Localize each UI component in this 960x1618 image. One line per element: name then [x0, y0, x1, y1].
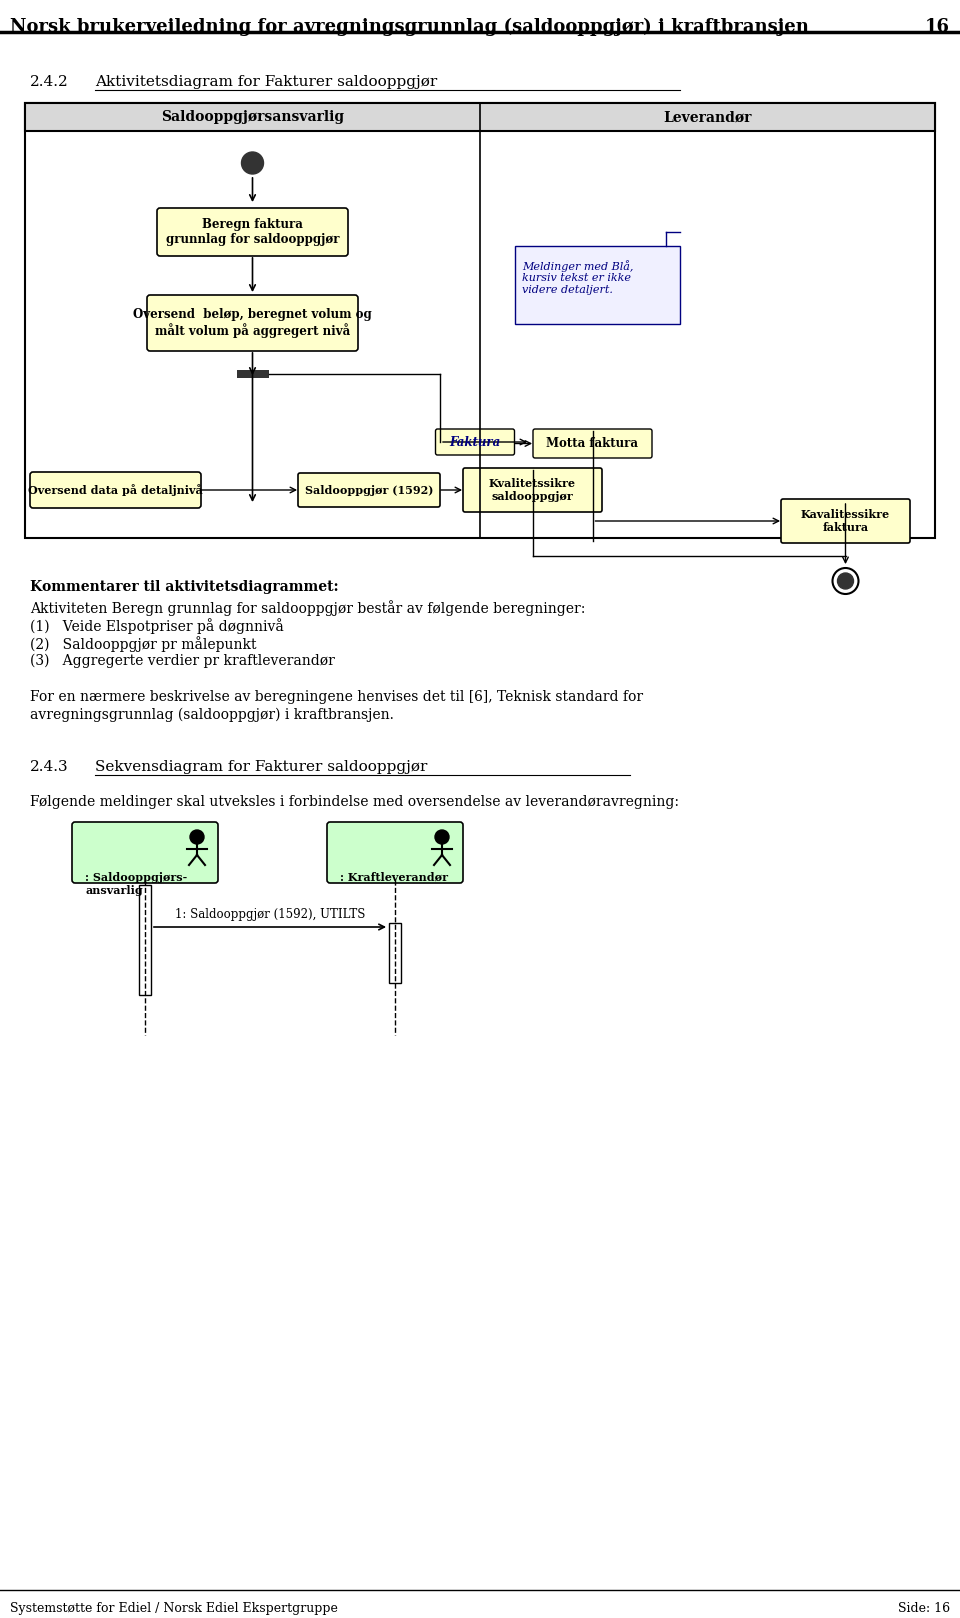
- Text: (3)   Aggregerte verdier pr kraftleverandør: (3) Aggregerte verdier pr kraftleverandø…: [30, 654, 335, 668]
- Text: Oversend  beløp, beregnet volum og
målt volum på aggregert nivå: Oversend beløp, beregnet volum og målt v…: [133, 307, 372, 338]
- Text: Leverandør: Leverandør: [663, 110, 752, 125]
- Circle shape: [837, 573, 853, 589]
- Text: Oversend data på detaljnivå: Oversend data på detaljnivå: [28, 484, 203, 497]
- FancyBboxPatch shape: [298, 472, 440, 506]
- Text: Sekvensdiagram for Fakturer saldooppgjør: Sekvensdiagram for Fakturer saldooppgjør: [95, 760, 427, 773]
- FancyBboxPatch shape: [157, 209, 348, 256]
- FancyBboxPatch shape: [147, 294, 358, 351]
- Text: Saldooppgjørsansvarlig: Saldooppgjørsansvarlig: [161, 110, 344, 125]
- Text: Faktura: Faktura: [449, 435, 500, 448]
- Text: Saldooppgjør (1592): Saldooppgjør (1592): [305, 484, 433, 495]
- FancyBboxPatch shape: [436, 429, 515, 455]
- FancyBboxPatch shape: [781, 498, 910, 544]
- Text: Systemstøtte for Ediel / Norsk Ediel Ekspertgruppe: Systemstøtte for Ediel / Norsk Ediel Eks…: [10, 1602, 338, 1615]
- FancyBboxPatch shape: [533, 429, 652, 458]
- Text: Følgende meldinger skal utveksles i forbindelse med oversendelse av leverandørav: Følgende meldinger skal utveksles i forb…: [30, 794, 679, 809]
- Text: Aktiviteten Beregn grunnlag for saldooppgjør består av følgende beregninger:: Aktiviteten Beregn grunnlag for saldoopp…: [30, 600, 586, 616]
- Text: Kavalitessikre
faktura: Kavalitessikre faktura: [801, 510, 890, 532]
- Text: Kvalitetssikre
saldooppgjør: Kvalitetssikre saldooppgjør: [489, 477, 576, 502]
- FancyBboxPatch shape: [30, 472, 201, 508]
- Bar: [389, 922, 401, 984]
- Circle shape: [242, 152, 263, 175]
- Bar: [25, 104, 935, 131]
- Text: (2)   Saldooppgjør pr målepunkt: (2) Saldooppgjør pr målepunkt: [30, 636, 256, 652]
- Bar: [515, 246, 680, 324]
- FancyBboxPatch shape: [463, 468, 602, 511]
- Text: : Saldooppgjørs-
ansvarlig: : Saldooppgjørs- ansvarlig: [85, 872, 187, 896]
- Text: Side: 16: Side: 16: [898, 1602, 950, 1615]
- Text: : Kraftleverandør: : Kraftleverandør: [340, 872, 448, 883]
- Text: 2.4.3: 2.4.3: [30, 760, 68, 773]
- FancyBboxPatch shape: [327, 822, 463, 883]
- Text: Beregn faktura
grunnlag for saldooppgjør: Beregn faktura grunnlag for saldooppgjør: [166, 218, 339, 246]
- FancyBboxPatch shape: [72, 822, 218, 883]
- Text: For en nærmere beskrivelse av beregningene henvises det til [6], Teknisk standar: For en nærmere beskrivelse av beregninge…: [30, 689, 643, 704]
- Circle shape: [190, 830, 204, 845]
- Text: 16: 16: [925, 18, 950, 36]
- Text: Kommentarer til aktivitetsdiagrammet:: Kommentarer til aktivitetsdiagrammet:: [30, 579, 339, 594]
- Text: Norsk brukerveiledning for avregningsgrunnlag (saldooppgjør) i kraftbransjen: Norsk brukerveiledning for avregningsgru…: [10, 18, 809, 36]
- Bar: [25, 104, 935, 539]
- Text: 2.4.2: 2.4.2: [30, 74, 69, 89]
- Text: (1)   Veide Elspotpriser på døgnnivå: (1) Veide Elspotpriser på døgnnivå: [30, 618, 284, 634]
- Text: Aktivitetsdiagram for Fakturer saldooppgjør: Aktivitetsdiagram for Fakturer saldooppg…: [95, 74, 437, 89]
- Text: Motta faktura: Motta faktura: [546, 437, 638, 450]
- Bar: [139, 885, 151, 995]
- Circle shape: [832, 568, 858, 594]
- Text: avregningsgrunnlag (saldooppgjør) i kraftbransjen.: avregningsgrunnlag (saldooppgjør) i kraf…: [30, 709, 394, 722]
- Bar: [236, 371, 269, 379]
- Text: Meldinger med Blå,
kursiv tekst er ikke
videre detaljert.: Meldinger med Blå, kursiv tekst er ikke …: [522, 260, 634, 294]
- Circle shape: [435, 830, 449, 845]
- Text: 1: Saldooppgjør (1592), UTILTS: 1: Saldooppgjør (1592), UTILTS: [175, 908, 365, 921]
